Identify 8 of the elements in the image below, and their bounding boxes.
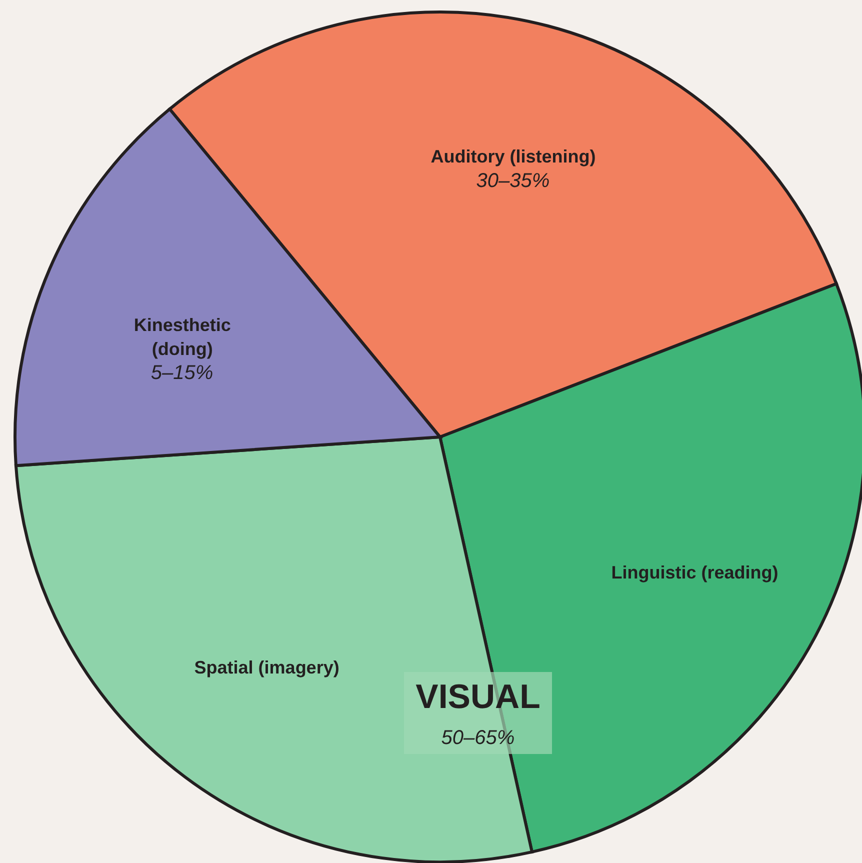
text: 50–65% bbox=[441, 727, 515, 749]
slice-label: Auditory (listening) bbox=[430, 146, 596, 166]
slice-label: Kinesthetic (doing) bbox=[134, 314, 231, 359]
text: 5–15% bbox=[150, 362, 214, 384]
text: VISUAL bbox=[416, 678, 540, 716]
text: 30–35% bbox=[476, 170, 550, 192]
slice-label: Linguistic (reading) bbox=[611, 562, 778, 582]
slice-label: Spatial (imagery) bbox=[194, 657, 340, 678]
